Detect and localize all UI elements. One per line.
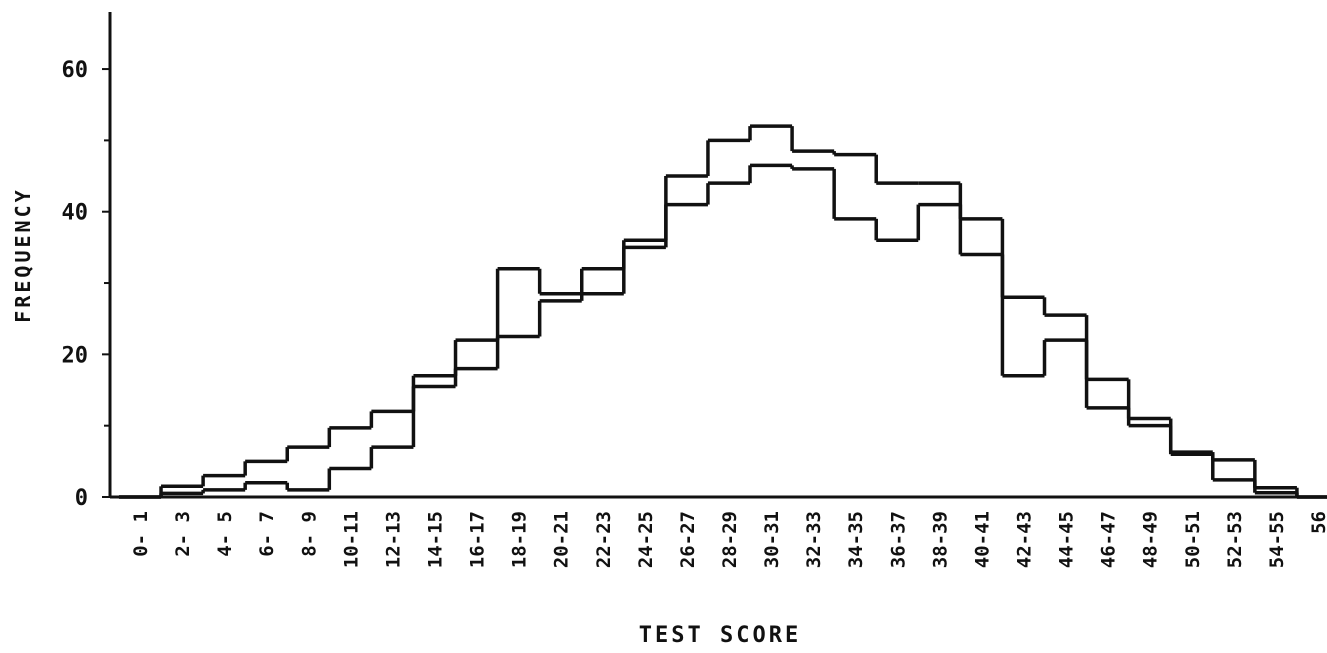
x-tick-label: 44-45 bbox=[1056, 511, 1078, 568]
x-tick-label: 24-25 bbox=[635, 511, 657, 568]
x-tick-label: 32-33 bbox=[803, 511, 825, 568]
x-tick-label: 6- 7 bbox=[256, 511, 278, 557]
x-tick-label: 50-51 bbox=[1182, 511, 1204, 568]
x-tick-label: 16-17 bbox=[467, 511, 489, 568]
x-tick-label: 48-49 bbox=[1140, 511, 1162, 568]
x-tick-label: 36-37 bbox=[887, 511, 909, 568]
x-tick-label: 56 bbox=[1308, 511, 1327, 534]
x-tick-label: 40-41 bbox=[971, 511, 993, 568]
x-tick-label: 46-47 bbox=[1098, 511, 1120, 568]
x-axis-title: TEST SCORE bbox=[639, 623, 801, 648]
x-tick-label: 12-13 bbox=[382, 511, 404, 568]
x-tick-label: 28-29 bbox=[719, 511, 741, 568]
x-tick-label: 26-27 bbox=[677, 511, 699, 568]
x-tick-label: 34-35 bbox=[845, 511, 867, 568]
x-tick-label: 8- 9 bbox=[298, 511, 320, 557]
x-tick-label: 10-11 bbox=[340, 511, 362, 568]
x-tick-label: 14-15 bbox=[424, 511, 446, 568]
x-tick-label: 30-31 bbox=[761, 511, 783, 568]
x-tick-label: 22-23 bbox=[593, 511, 615, 568]
y-tick-label: 20 bbox=[62, 343, 89, 368]
x-tick-label: 52-53 bbox=[1224, 511, 1246, 568]
y-axis-title: FREQUENCY bbox=[11, 187, 35, 322]
y-tick-label: 60 bbox=[62, 58, 89, 83]
x-tick-label: 18-19 bbox=[509, 511, 531, 568]
y-tick-label: 40 bbox=[62, 201, 89, 226]
x-tick-label: 54-55 bbox=[1266, 511, 1288, 568]
x-tick-label: 38-39 bbox=[929, 511, 951, 568]
x-tick-label: 2- 3 bbox=[172, 511, 194, 557]
x-tick-label: 0- 1 bbox=[130, 511, 152, 557]
x-tick-label: 20-21 bbox=[551, 511, 573, 568]
x-tick-label: 4- 5 bbox=[214, 511, 236, 557]
x-tick-label: 42-43 bbox=[1013, 511, 1035, 568]
y-tick-label: 0 bbox=[75, 486, 88, 511]
